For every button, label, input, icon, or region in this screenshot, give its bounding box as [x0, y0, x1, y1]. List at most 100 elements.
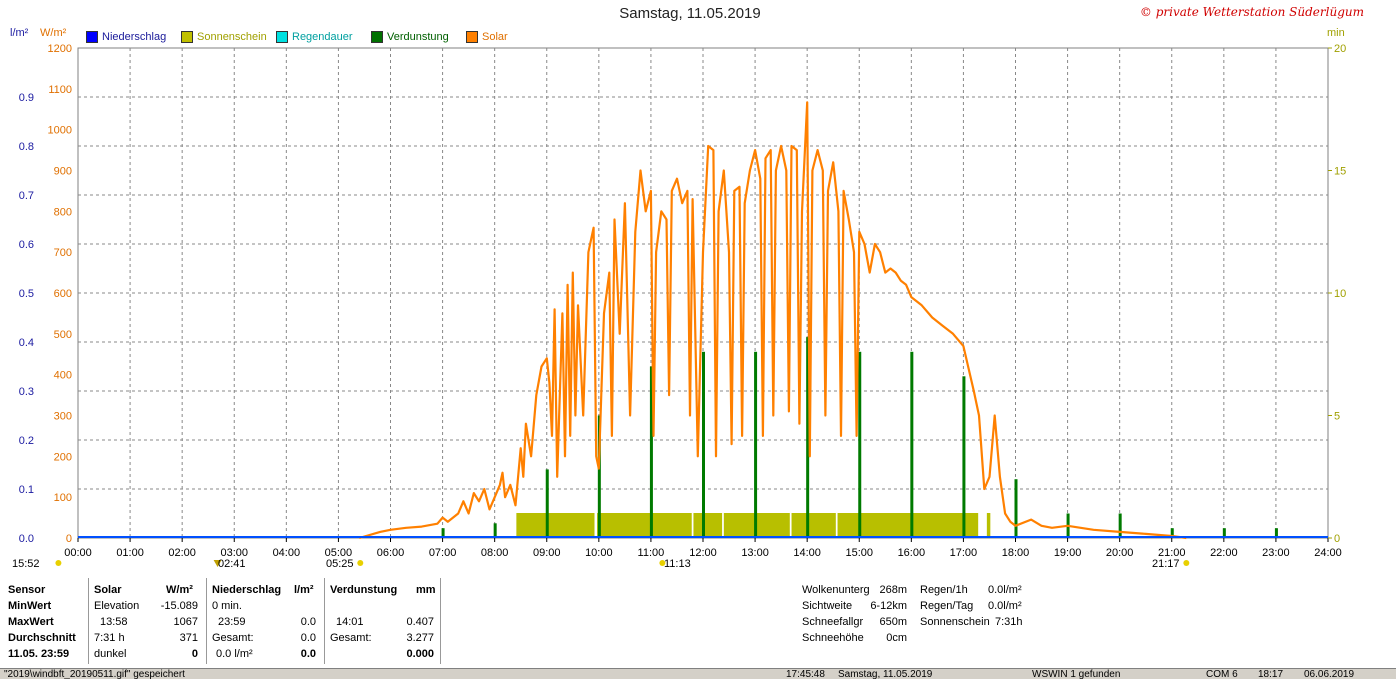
rainstat-label: Regen/1h	[920, 584, 968, 596]
marker-sunrise-time: 05:25	[326, 558, 354, 570]
evap-max-val: 0.407	[406, 616, 434, 628]
x-tick-label: 24:00	[1314, 547, 1342, 559]
legend-sonnenschein: Sonnenschein	[181, 31, 267, 43]
rain-max-val: 0.0	[300, 616, 316, 628]
x-tick-label: 20:00	[1106, 547, 1134, 559]
solar-dark-val: 0	[191, 648, 198, 660]
status-time: 17:45:48	[786, 669, 825, 679]
y3-tick-label: 0	[1334, 533, 1340, 545]
legend-solar: Solar	[466, 31, 508, 43]
divider	[206, 578, 207, 664]
evaporation-bar	[1118, 513, 1122, 538]
rain-head: Niederschlag	[212, 584, 282, 596]
chart-svg: 00:00 01:00 02:00 03:00 04:00 05:00 06:00 07:00…	[19, 43, 1346, 567]
status-bar: "2019\windbft_20190511.gif" gespeichert …	[0, 668, 1396, 679]
evap-last-val: 0.000	[406, 648, 434, 660]
y2-tick-label: 100	[54, 492, 72, 504]
evap-max-time: 14:01	[336, 616, 364, 628]
solar-line	[358, 101, 1187, 540]
y1-tick-label: 0.5	[19, 288, 34, 300]
legend-swatch	[371, 31, 383, 43]
y1-tick-label: 0.0	[19, 533, 34, 545]
solar-unit: W/m²	[166, 584, 193, 596]
rain-total-label: Gesamt:	[212, 632, 254, 644]
rainstat-value: 0.0l/m²	[988, 600, 1022, 612]
y3-tick-label: 15	[1334, 166, 1346, 178]
y3-tick-label: 20	[1334, 43, 1346, 55]
evap-total-val: 3.277	[406, 632, 434, 644]
chart-title: Samstag, 11.05.2019	[619, 5, 761, 22]
status-com: COM 6	[1206, 669, 1238, 679]
unit-left1: l/m²	[10, 27, 29, 39]
y2-tick-label: 500	[54, 329, 72, 341]
y2-tick-label: 900	[54, 166, 72, 178]
x-tick-label: 23:00	[1262, 547, 1290, 559]
x-tick-label: 03:00	[220, 547, 248, 559]
evaporation-bar	[962, 376, 966, 538]
weather-label: Schneefallgr	[802, 616, 864, 628]
rainstat-value: 0.0l/m²	[988, 584, 1022, 596]
x-tick-label: 04:00	[273, 547, 301, 559]
solar-max-time: 13:58	[100, 616, 128, 628]
unit-left2: W/m²	[40, 27, 67, 39]
x-tick-label: 11:00	[638, 547, 665, 559]
stats-date-label: 11.05. 23:59	[8, 648, 70, 660]
rain-max-time: 23:59	[218, 616, 246, 628]
marker-left-dot	[55, 560, 62, 566]
status-station: WSWIN 1 gefunden	[1032, 669, 1121, 679]
x-tick-label: 17:00	[950, 547, 978, 559]
weather-value: 6-12km	[870, 600, 907, 612]
x-tick-label: 08:00	[481, 547, 509, 559]
divider	[440, 578, 441, 664]
weather-value: 650m	[879, 616, 907, 628]
stats-min-label: MinWert	[8, 600, 52, 612]
legend-label: Solar	[482, 31, 508, 43]
weather-label: Wolkenunterg	[802, 584, 870, 596]
y3-tick-label: 10	[1334, 288, 1346, 300]
y2-tick-label: 1200	[48, 43, 72, 55]
sunshine-bar	[516, 513, 595, 538]
weather-value: 0cm	[886, 632, 907, 644]
y3-tick-label: 5	[1334, 411, 1340, 423]
legend-regendauer: Regendauer	[276, 31, 353, 43]
weather-label: Sichtweite	[802, 600, 853, 612]
marker-sunrise-dot	[357, 560, 364, 566]
x-tick-label: 02:00	[168, 547, 196, 559]
x-tick-label: 21:00	[1158, 547, 1186, 559]
marker-left-time: 15:52	[12, 558, 40, 570]
legend-swatch	[181, 31, 193, 43]
solar-avg-val: 371	[179, 632, 198, 644]
marker-noon-dot	[659, 560, 666, 566]
legend-label: Regendauer	[292, 31, 353, 43]
legend-verdunstung: Verdunstung	[371, 31, 449, 43]
evaporation-bar	[1014, 479, 1018, 538]
x-tick-label: 09:00	[533, 547, 561, 559]
y2-tick-label: 0	[66, 533, 72, 545]
x-tick-label: 07:00	[429, 547, 457, 559]
rain-min-val: 0 min.	[212, 600, 242, 612]
marker-noon-time: 11:13	[664, 558, 691, 570]
y2-tick-label: 800	[54, 206, 72, 218]
legend-niederschlag: Niederschlag	[86, 31, 166, 43]
y2-tick-label: 1000	[48, 125, 72, 137]
status-today: 06.06.2019	[1304, 669, 1355, 679]
rainstat-label: Regen/Tag	[920, 600, 974, 612]
sunshine-bar	[986, 513, 991, 538]
stats-panel: Sensor MinWert MaxWert Durchschnitt 11.0…	[0, 576, 1396, 668]
sunshine-bar	[791, 513, 836, 538]
evap-unit: mm	[416, 584, 436, 596]
x-tick-label: 22:00	[1210, 547, 1238, 559]
y1-tick-label: 0.9	[19, 92, 34, 104]
marker-moon-time: 02:41	[218, 558, 246, 570]
legend-label: Verdunstung	[387, 31, 449, 43]
sunshine-bar	[693, 513, 723, 538]
evaporation-bar	[1274, 528, 1278, 538]
y2-tick-label: 200	[54, 451, 72, 463]
legend-label: Niederschlag	[102, 31, 167, 43]
marker-moon-icon	[213, 560, 222, 567]
evap-total-label: Gesamt:	[330, 632, 372, 644]
solar-min-name: Elevation	[94, 600, 140, 612]
y2-tick-label: 300	[54, 411, 72, 423]
x-tick-label: 16:00	[898, 547, 926, 559]
evaporation-bar	[910, 351, 914, 538]
